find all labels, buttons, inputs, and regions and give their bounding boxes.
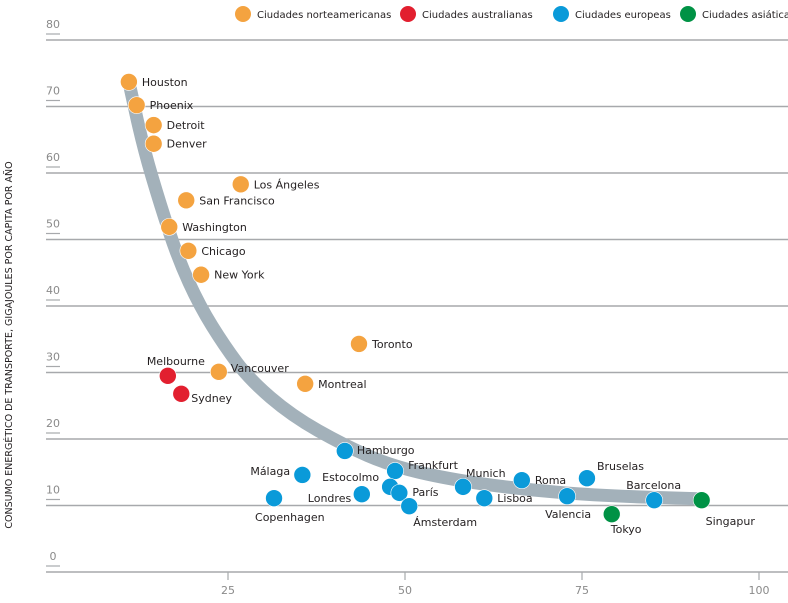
point-label: Montreal — [318, 378, 366, 391]
data-point — [179, 242, 198, 260]
point-label: París — [412, 486, 438, 499]
data-point — [296, 375, 314, 393]
data-point — [353, 485, 371, 503]
data-point — [558, 487, 576, 505]
point-label: Lisboa — [497, 492, 532, 505]
data-point — [127, 96, 146, 114]
point-label: Ámsterdam — [413, 516, 477, 529]
legend-swatch — [553, 6, 569, 22]
y-tick-label: 0 — [50, 550, 57, 563]
point-label: Málaga — [250, 465, 290, 478]
data-point — [602, 505, 621, 523]
y-tick-label: 50 — [46, 218, 60, 231]
data-point — [400, 497, 419, 515]
data-point — [454, 478, 472, 496]
point-label: Copenhagen — [255, 511, 325, 524]
data-point — [120, 73, 138, 91]
y-tick-label: 10 — [46, 484, 60, 497]
point-label: Denver — [167, 138, 207, 151]
point-label: New York — [214, 269, 265, 282]
data-point — [386, 462, 404, 480]
point-label: Munich — [466, 467, 506, 480]
data-point — [265, 489, 283, 507]
data-point — [475, 489, 494, 507]
y-tick-label: 60 — [46, 151, 60, 164]
trend-curve — [122, 75, 709, 506]
y-tick-label: 40 — [46, 284, 60, 297]
data-point — [293, 466, 312, 484]
point-label: Roma — [535, 474, 566, 487]
data-point — [390, 484, 409, 502]
data-point — [513, 471, 531, 490]
point-label: Vancouver — [231, 362, 289, 375]
point-label: Hamburgo — [357, 444, 415, 457]
x-tick-label: 75 — [575, 584, 589, 597]
point-label: Frankfurt — [408, 459, 458, 472]
y-tick-label: 70 — [46, 85, 60, 98]
point-label: Melbourne — [147, 355, 205, 368]
data-point — [692, 491, 711, 509]
data-point — [645, 491, 664, 509]
point-label: Washington — [182, 221, 247, 234]
point-label: Tokyo — [610, 523, 642, 536]
point-label: Phoenix — [150, 99, 194, 112]
point-label: Estocolmo — [322, 471, 379, 484]
x-tick-label: 100 — [749, 584, 770, 597]
legend-label: Ciudades europeas — [575, 10, 671, 21]
point-label: Chicago — [201, 245, 245, 258]
data-point — [209, 363, 228, 381]
data-point — [144, 134, 163, 153]
point-label: Barcelona — [626, 479, 681, 492]
point-label: Los Ángeles — [254, 178, 320, 191]
point-label: Valencia — [545, 508, 591, 521]
point-label: Sydney — [191, 392, 232, 405]
point-label: Bruselas — [597, 460, 644, 473]
y-tick-label: 20 — [46, 417, 60, 430]
y-axis-label: CONSUMO ENERGÉTICO DE TRANSPORTE, GIGAJO… — [3, 161, 15, 528]
y-tick-label: 30 — [46, 351, 60, 364]
legend-label: Ciudades norteamericanas — [257, 10, 391, 21]
legend-swatch — [400, 6, 416, 22]
point-label: Houston — [142, 76, 188, 89]
point-label: San Francisco — [199, 194, 275, 207]
legend-swatch — [680, 6, 696, 22]
legend-label: Ciudades asiáticas — [702, 9, 788, 21]
point-label: Toronto — [371, 338, 413, 351]
data-point — [172, 384, 191, 403]
point-label: Londres — [308, 492, 352, 505]
legend-label: Ciudades australianas — [422, 10, 533, 21]
data-point — [192, 265, 210, 284]
x-tick-label: 25 — [221, 584, 235, 597]
data-point — [159, 367, 177, 385]
x-tick-label: 50 — [398, 584, 412, 597]
point-label: Singapur — [706, 515, 756, 528]
data-point — [578, 469, 596, 488]
legend-swatch — [235, 6, 251, 22]
data-point — [144, 116, 163, 134]
data-point — [231, 175, 250, 194]
data-point — [177, 191, 196, 210]
data-point — [336, 442, 354, 460]
y-tick-label: 80 — [46, 18, 60, 31]
data-point — [160, 218, 179, 236]
point-label: Detroit — [167, 119, 206, 132]
data-point — [350, 335, 368, 353]
